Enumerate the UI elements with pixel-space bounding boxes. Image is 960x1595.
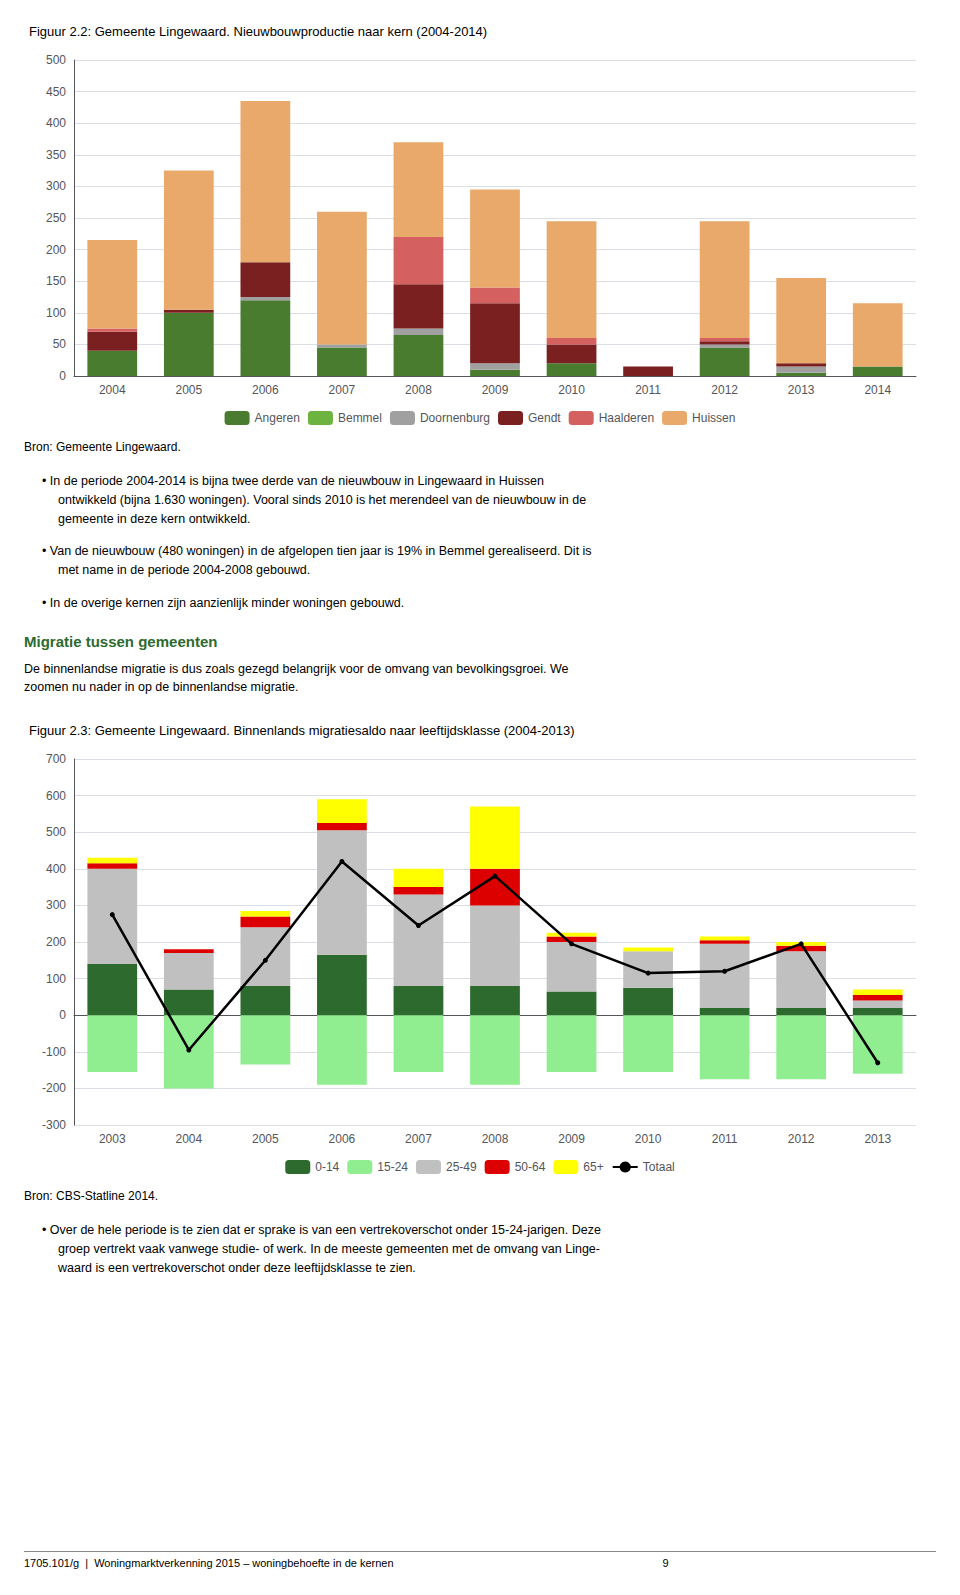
svg-text:2013: 2013 xyxy=(864,1132,891,1146)
html-text:Migratie tussen gemeenten: Migratie tussen gemeenten xyxy=(24,632,218,650)
html-text:• In de periode 2004-2014 is b: • In de periode 2004-2014 is bijna twee … xyxy=(42,474,587,526)
html-text:Bron: Gemeente Lingewaard.: Bron: Gemeente Lingewaard. xyxy=(24,440,181,454)
svg-text:2010: 2010 xyxy=(635,1132,662,1146)
html-text:• Over de hele periode is te z: • Over de hele periode is te zien dat er… xyxy=(42,1223,601,1275)
svg-text:200: 200 xyxy=(46,243,66,257)
html-text:• Van de nieuwbouw (480 woning: • Van de nieuwbouw (480 woningen) in de … xyxy=(42,544,592,577)
svg-text:2005: 2005 xyxy=(252,1132,279,1146)
svg-text:2003: 2003 xyxy=(99,1132,126,1146)
svg-text:65+: 65+ xyxy=(583,1160,603,1174)
svg-text:15-24: 15-24 xyxy=(377,1160,408,1174)
svg-text:Bemmel: Bemmel xyxy=(338,411,382,425)
svg-text:2013: 2013 xyxy=(788,383,815,397)
svg-text:2011: 2011 xyxy=(635,383,661,397)
svg-text:2004: 2004 xyxy=(99,383,126,397)
svg-text:2014: 2014 xyxy=(864,383,891,397)
html-text:Bron: CBS-Statline 2014.: Bron: CBS-Statline 2014. xyxy=(24,1189,159,1203)
svg-text:50: 50 xyxy=(53,337,67,351)
svg-text:700: 700 xyxy=(46,752,66,766)
svg-text:2010: 2010 xyxy=(558,383,585,397)
svg-text:500: 500 xyxy=(46,825,66,839)
svg-text:2006: 2006 xyxy=(329,1132,356,1146)
svg-text:450: 450 xyxy=(46,85,66,99)
svg-text:Huissen: Huissen xyxy=(692,411,735,425)
svg-text:250: 250 xyxy=(46,211,66,225)
svg-text:100: 100 xyxy=(46,306,66,320)
svg-text:2011: 2011 xyxy=(712,1132,738,1146)
svg-text:Angeren: Angeren xyxy=(255,411,300,425)
svg-text:Figuur 2.2: Gemeente Lingewaar: Figuur 2.2: Gemeente Lingewaard. Nieuwbo… xyxy=(29,24,487,39)
svg-text:Haalderen: Haalderen xyxy=(599,411,654,425)
svg-text:-100: -100 xyxy=(42,1045,66,1059)
svg-text:Figuur 2.3: Gemeente Lingewaar: Figuur 2.3: Gemeente Lingewaard. Binnenl… xyxy=(29,723,575,738)
svg-text:2008: 2008 xyxy=(405,383,432,397)
html-text:• In de overige kernen zijn aa: • In de overige kernen zijn aanzienlijk … xyxy=(42,595,405,610)
svg-text:50-64: 50-64 xyxy=(515,1160,546,1174)
svg-text:400: 400 xyxy=(46,116,66,130)
svg-text:-200: -200 xyxy=(42,1081,66,1095)
svg-text:2012: 2012 xyxy=(711,383,738,397)
svg-text:0: 0 xyxy=(59,369,66,383)
svg-text:Gendt: Gendt xyxy=(528,411,561,425)
svg-text:2009: 2009 xyxy=(482,383,509,397)
svg-text:2012: 2012 xyxy=(788,1132,815,1146)
svg-text:Totaal: Totaal xyxy=(643,1160,675,1174)
svg-text:2007: 2007 xyxy=(405,1132,432,1146)
svg-text:2006: 2006 xyxy=(252,383,279,397)
svg-text:0-14: 0-14 xyxy=(315,1160,339,1174)
svg-text:600: 600 xyxy=(46,789,66,803)
svg-text:Doornenburg: Doornenburg xyxy=(420,411,490,425)
svg-text:400: 400 xyxy=(46,862,66,876)
svg-text:300: 300 xyxy=(46,179,66,193)
svg-text:2007: 2007 xyxy=(329,383,356,397)
svg-text:2005: 2005 xyxy=(175,383,202,397)
svg-text:2008: 2008 xyxy=(482,1132,509,1146)
svg-text:0: 0 xyxy=(59,1008,66,1022)
svg-text:-300: -300 xyxy=(42,1118,66,1132)
svg-text:150: 150 xyxy=(46,274,66,288)
svg-text:100: 100 xyxy=(46,972,66,986)
html-text:1705.101/g | Woningmarktverken: 1705.101/g | Woningmarktverkenning 2015 … xyxy=(24,1557,669,1569)
svg-text:2009: 2009 xyxy=(558,1132,585,1146)
html-text:De binnenlandse migratie is du: De binnenlandse migratie is dus zoals ge… xyxy=(24,661,569,695)
svg-text:500: 500 xyxy=(46,53,66,67)
svg-text:2004: 2004 xyxy=(175,1132,202,1146)
svg-text:25-49: 25-49 xyxy=(446,1160,477,1174)
svg-text:200: 200 xyxy=(46,935,66,949)
svg-text:300: 300 xyxy=(46,898,66,912)
svg-text:350: 350 xyxy=(46,148,66,162)
